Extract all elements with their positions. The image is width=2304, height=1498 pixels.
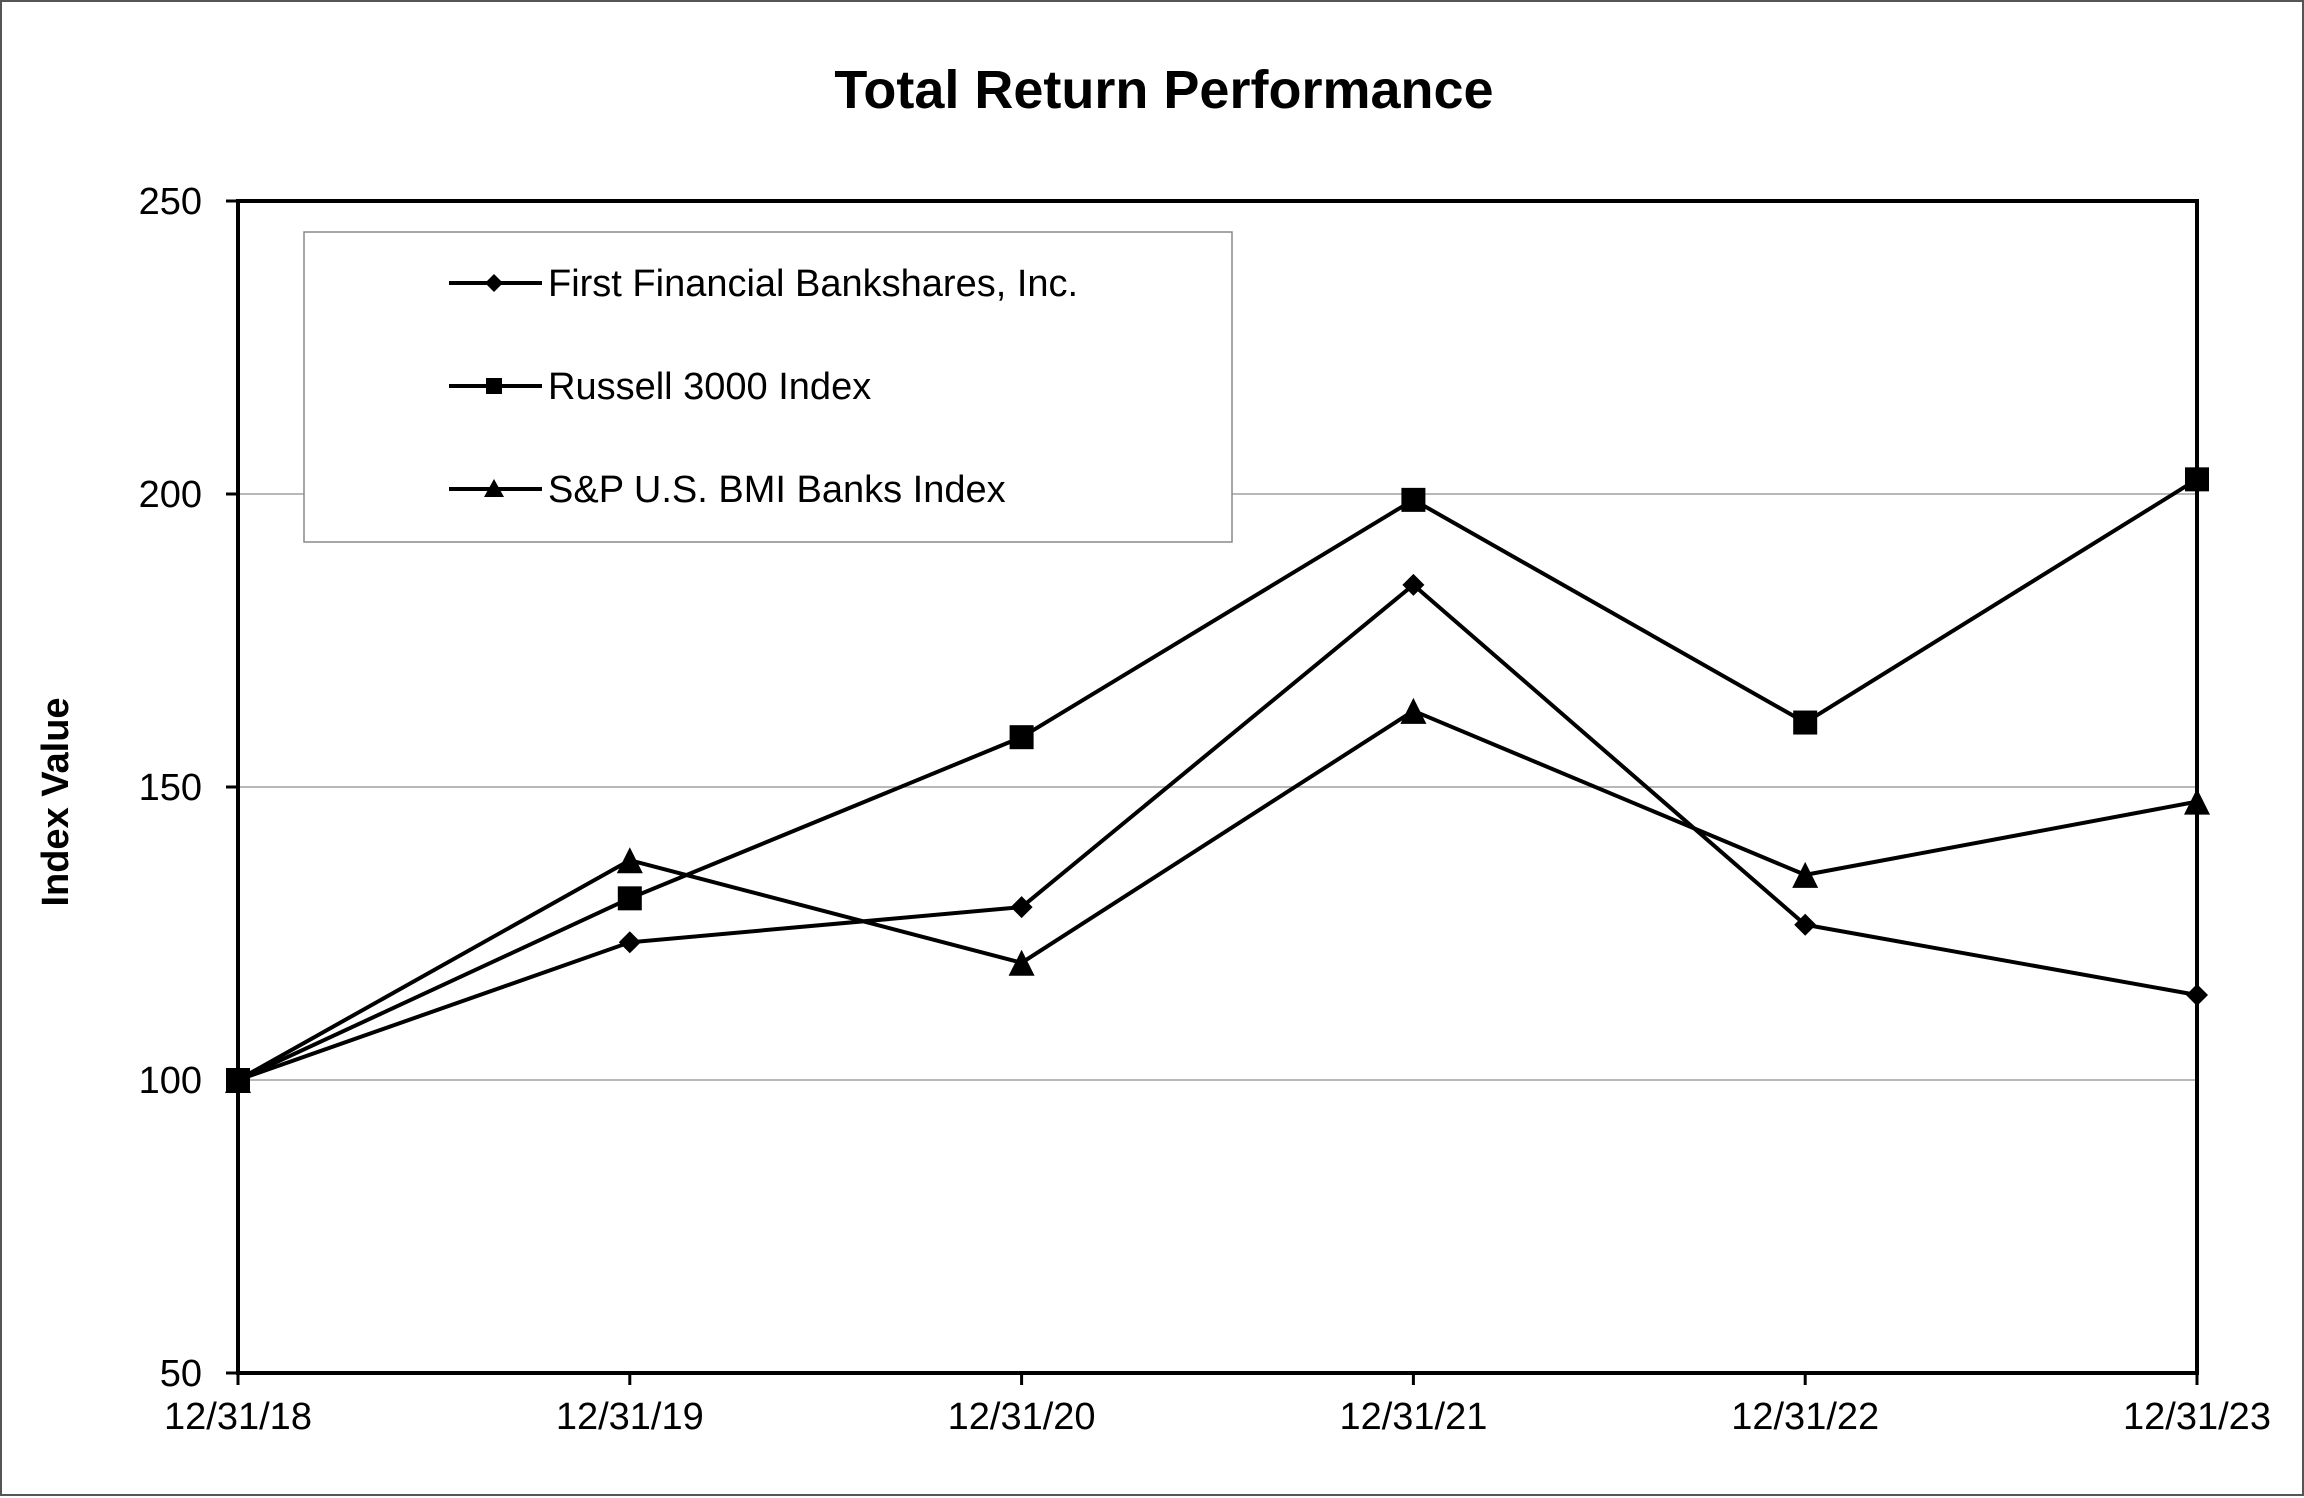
diamond-marker [2186,984,2208,1007]
chart-title: Total Return Performance [834,60,1493,120]
y-tick-label: 250 [139,181,202,223]
triangle-marker [225,1067,251,1093]
x-tick-label: 12/31/23 [2123,1396,2271,1438]
diamond-marker [1010,896,1033,919]
legend-triangle-marker [484,479,504,497]
series-triangle [225,697,2210,1093]
x-tick-label: 12/31/18 [164,1396,312,1438]
square-marker [1793,710,1818,735]
y-tick-label: 200 [139,474,202,516]
gridlines [238,493,2197,1081]
x-tick-label: 12/31/22 [1731,1396,1879,1438]
y-axis-label: Index Value [35,697,77,906]
legend: First Financial Bankshares, Inc. Russell … [303,231,1233,543]
y-axis: 50 100 150 200 250 [139,181,238,1395]
triangle-marker [616,847,643,874]
triangle-marker [1008,949,1035,976]
legend-label: First Financial Bankshares, Inc. [548,263,1078,305]
legend-diamond-marker [485,274,503,292]
triangle-marker [1792,861,1819,888]
legend-square-marker [486,378,502,394]
legend-label: S&P U.S. BMI Banks Index [548,469,1006,511]
series-diamond [227,573,2208,1091]
square-marker [2185,467,2209,492]
series-line [237,708,2198,1082]
square-marker [1401,487,1426,512]
series-square [226,467,2209,1092]
y-tick-label: 50 [160,1353,202,1395]
x-tick-label: 12/31/20 [948,1396,1096,1438]
square-marker [617,886,642,911]
square-marker [1009,725,1034,750]
series-line [237,477,2199,1082]
triangle-marker [1400,697,1427,724]
diamond-marker [1402,573,1425,596]
diamond-marker [618,931,641,954]
series-line [237,582,2198,1082]
x-axis: 12/31/18 12/31/19 12/31/20 12/31/21 12/31/22… [164,1373,2271,1438]
legend-label: Russell 3000 Index [548,366,871,408]
y-tick-label: 100 [139,1060,202,1102]
series [225,467,2210,1093]
diamond-marker [1794,913,1817,936]
x-tick-label: 12/31/21 [1339,1396,1487,1438]
x-tick-label: 12/31/19 [556,1396,704,1438]
triangle-marker [2184,788,2210,815]
y-tick-label: 150 [139,767,202,809]
